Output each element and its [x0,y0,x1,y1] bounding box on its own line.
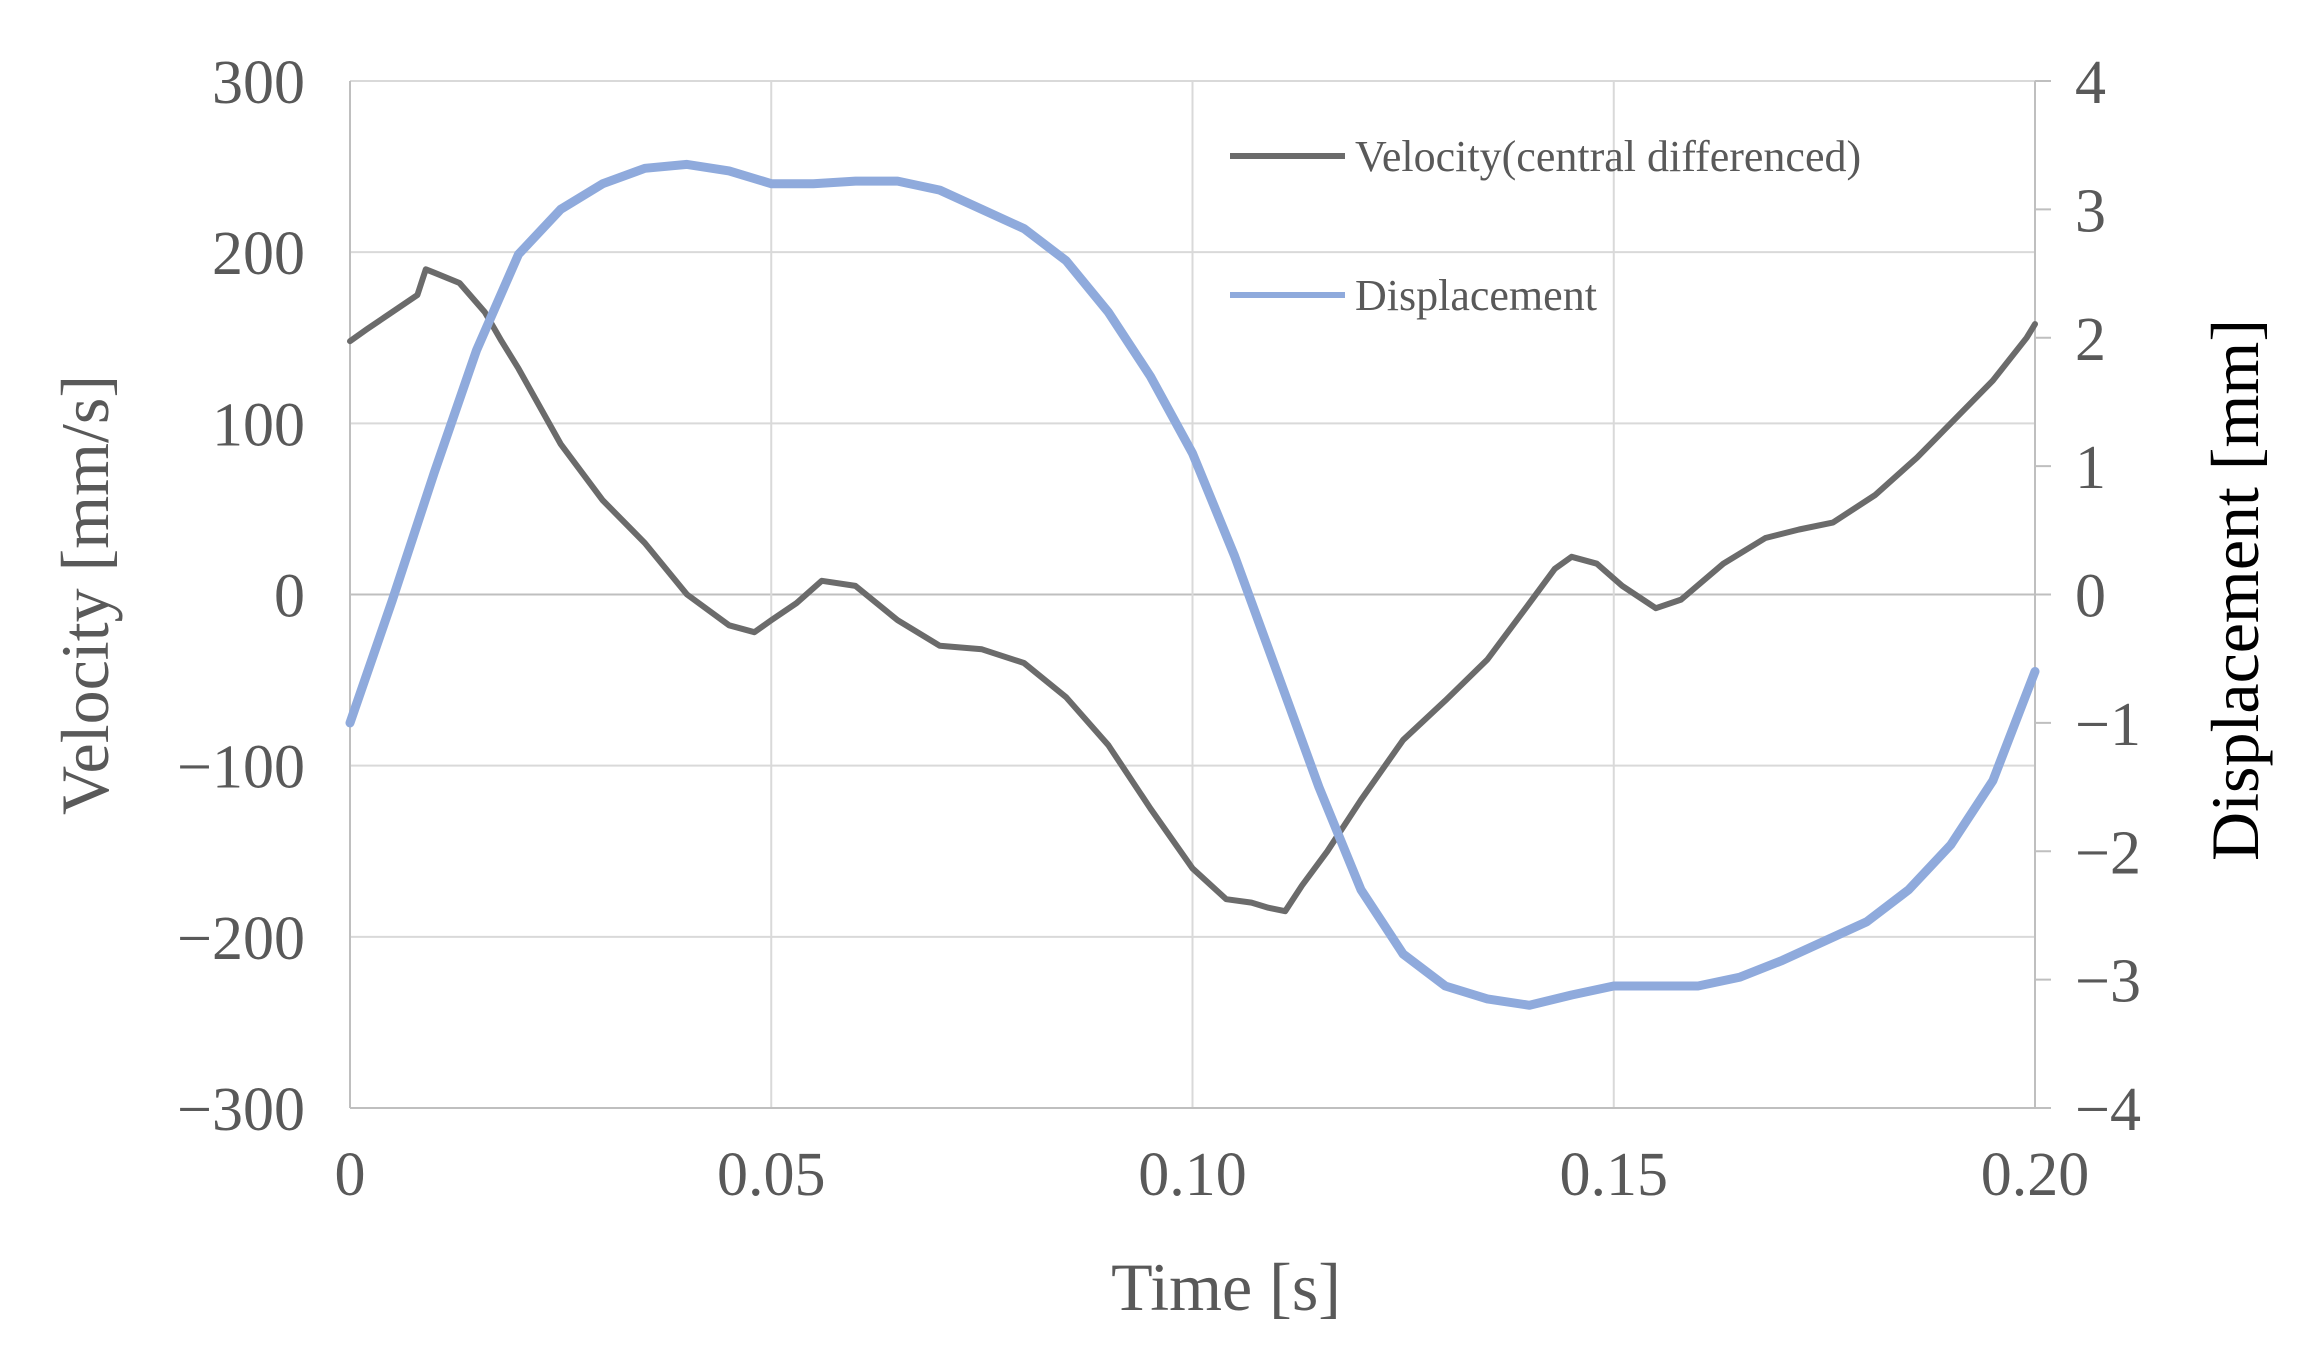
tick-labels: 300 200 100 0 −100 −200 −300 0 0.05 0.10 0.15 0.20 4… [177,49,2141,1209]
right-y-tick-label: −2 [2075,819,2141,887]
right-y-axis-title: Displacement [mm] [2197,319,2273,861]
right-y-tick-label: 0 [2075,563,2106,631]
left-y-tick-label: 300 [212,49,305,117]
legend-label-velocity: Velocity(central differenced) [1355,132,1861,181]
left-y-axis-title: Velocity [mm/s] [47,375,123,815]
axes [349,80,2051,1109]
right-y-tick-label: −3 [2075,948,2141,1016]
left-y-tick-label: 100 [212,391,305,459]
right-y-tick-label: 3 [2075,177,2106,245]
x-tick-label: 0.05 [717,1141,826,1209]
x-axis-title: Time [s] [1111,1249,1341,1325]
right-y-tick-label: 1 [2075,434,2106,502]
left-y-tick-label: −100 [177,734,305,802]
legend: Velocity(central differenced) Displaceme… [1230,132,1861,320]
left-y-tick-label: 0 [274,563,305,631]
left-y-tick-label: −300 [177,1076,305,1144]
velocity-line [347,266,2038,915]
x-tick-label: 0 [335,1141,366,1209]
x-tick-label: 0.10 [1138,1141,1247,1209]
right-y-tick-label: 4 [2075,49,2106,117]
series-lines [345,159,2040,1010]
right-y-tick-label: −4 [2075,1076,2141,1144]
displacement-line [345,159,2040,1010]
x-tick-label: 0.15 [1560,1141,1669,1209]
x-tick-label: 0.20 [1981,1141,2090,1209]
left-y-tick-label: 200 [212,220,305,288]
right-y-tick-label: −1 [2075,691,2141,759]
right-y-tick-label: 2 [2075,306,2106,374]
left-y-tick-label: −200 [177,905,305,973]
legend-label-displacement: Displacement [1355,271,1597,320]
gridlines [350,80,2036,1109]
